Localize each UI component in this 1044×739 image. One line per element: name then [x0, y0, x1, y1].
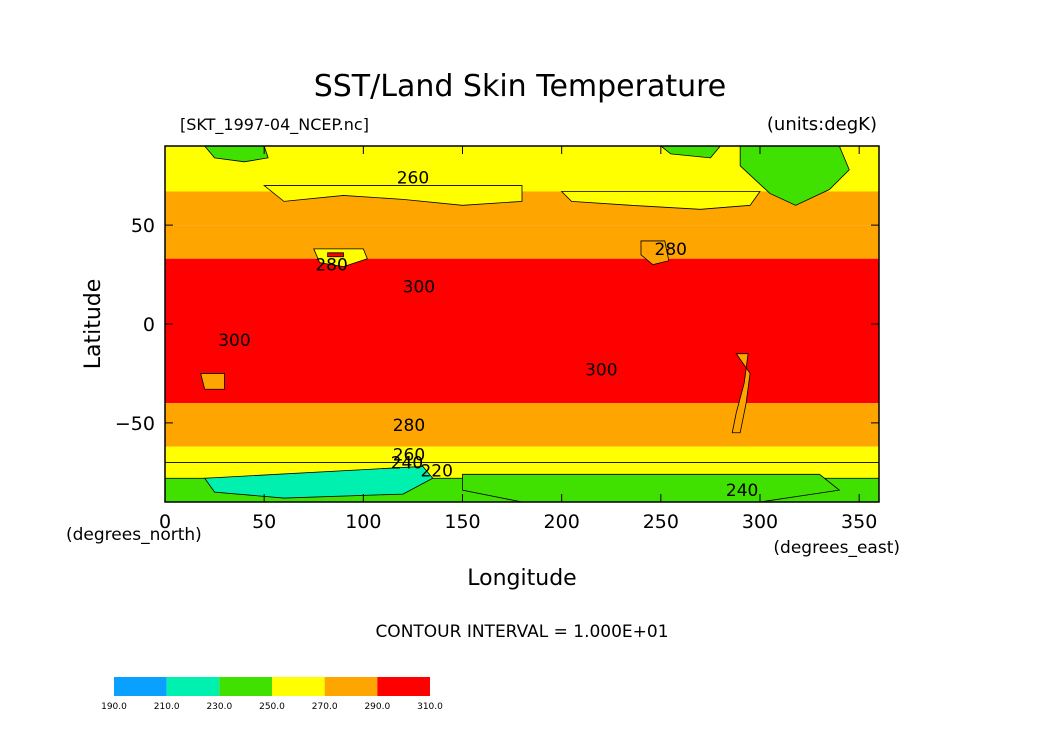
contour-label-6: 280 — [393, 416, 425, 436]
colorbar-segment — [114, 677, 167, 696]
x-tick-label: 300 — [742, 511, 778, 533]
x-tick-label: 200 — [544, 511, 580, 533]
y-axis-units: (degrees_north) — [66, 525, 202, 545]
x-tick-label: 0 — [159, 511, 171, 533]
x-tick-label: 150 — [444, 511, 480, 533]
colorbar-label: 190.0 — [101, 702, 127, 712]
colorbar-segment — [219, 677, 272, 696]
colorbar-label: 210.0 — [154, 702, 180, 712]
temperature-region-5 — [313, 248, 368, 268]
contour-label-0: 260 — [397, 169, 429, 189]
x-tick-label: 50 — [252, 511, 276, 533]
contour-label-1: 280 — [655, 240, 687, 260]
temperature-region-11 — [203, 465, 434, 499]
colorbar-label: 250.0 — [259, 702, 285, 712]
temperature-region-8 — [731, 353, 751, 434]
contour-label-9: 220 — [420, 461, 452, 481]
temperature-region-0 — [263, 185, 523, 206]
colorbar-segment — [377, 677, 430, 696]
x-tick-label: 100 — [345, 511, 381, 533]
x-tick-label: 350 — [841, 511, 877, 533]
x-tick-label: 250 — [643, 511, 679, 533]
temperature-region-2 — [739, 145, 850, 206]
contour-label-8: 240 — [391, 453, 423, 473]
file-label: [SKT_1997-04_NCEP.nc] — [180, 115, 369, 135]
colorbar-segment — [324, 677, 378, 696]
contour-label-7: 260 — [393, 446, 425, 466]
colorbar-label: 310.0 — [417, 702, 443, 712]
contour-label-3: 300 — [403, 277, 435, 297]
contour-label-10: 240 — [726, 481, 758, 501]
temperature-region-1 — [560, 191, 761, 210]
contour-label-2: 280 — [315, 256, 347, 276]
colorbar-label: 290.0 — [364, 702, 390, 712]
contour-label-5: 300 — [585, 360, 617, 380]
y-axis-title: Latitude — [81, 279, 106, 370]
x-axis-units: (degrees_east) — [773, 538, 900, 558]
plot-area — [164, 145, 880, 503]
temperature-region-7 — [640, 240, 670, 266]
colorbar-label: 270.0 — [312, 702, 338, 712]
zonal-band-3 — [165, 258, 879, 404]
units-label: (units:degK) — [767, 114, 877, 135]
zonal-band-5 — [165, 446, 879, 463]
colorbar: 190.0 210.0 230.0 250.0 270.0 290.0 310.0 — [101, 677, 443, 712]
zonal-band-2 — [165, 225, 879, 259]
contour-label-4: 300 — [218, 331, 250, 351]
y-tick-label: 50 — [131, 215, 155, 237]
temperature-region-6 — [327, 252, 344, 258]
x-axis-title: Longitude — [467, 566, 576, 591]
chart-title: SST/Land Skin Temperature — [314, 69, 727, 104]
axes: 0 50 100 150 200 250 300 350 −50 0 50 — [115, 146, 879, 533]
y-tick-label: 0 — [143, 314, 155, 336]
temperature-region-9 — [200, 373, 225, 390]
colorbar-segment — [272, 677, 325, 696]
zonal-band-4 — [165, 403, 879, 447]
colorbar-segment — [166, 677, 220, 696]
colorbar-label: 230.0 — [206, 702, 232, 712]
y-tick-label: −50 — [115, 413, 155, 435]
temperature-region-12 — [462, 473, 841, 503]
contour-interval-text: CONTOUR INTERVAL = 1.000E+01 — [375, 622, 668, 642]
